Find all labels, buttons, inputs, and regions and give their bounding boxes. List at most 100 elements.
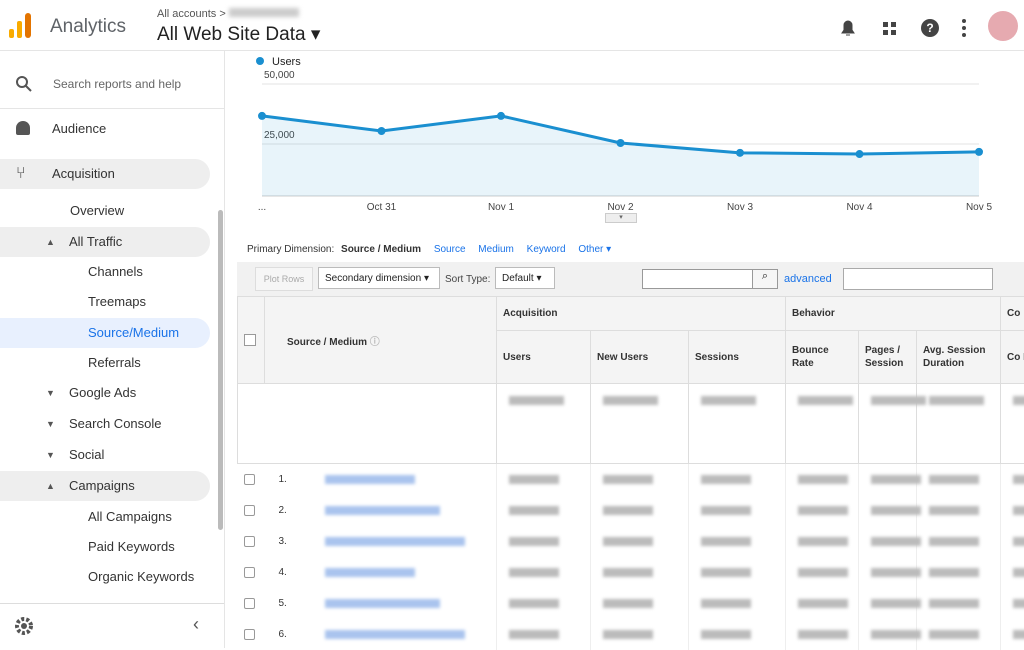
blurred-link (325, 568, 415, 577)
settings-icon[interactable] (14, 616, 34, 636)
notifications-icon[interactable] (842, 21, 854, 35)
header-cell[interactable]: New Users (591, 331, 689, 384)
nav-label: Overview (70, 196, 124, 226)
checkbox (244, 567, 255, 578)
dimension-option[interactable]: Keyword (527, 244, 566, 255)
total-cell (591, 384, 689, 464)
nav-item[interactable]: Source/Medium (0, 318, 210, 348)
dimension-option[interactable]: Source / Medium (341, 244, 421, 255)
metric-cell (859, 619, 917, 650)
expand-arrow: ▲ (46, 471, 55, 501)
metric-cell (591, 619, 689, 650)
nav-item[interactable]: Audience (0, 114, 210, 144)
metric-cell (859, 526, 917, 557)
blurred-value (603, 630, 653, 639)
row-checkbox[interactable] (238, 526, 265, 557)
blurred-value (929, 630, 979, 639)
blurred-value (701, 475, 751, 484)
secondary-dimension-dropdown[interactable]: Secondary dimension ▾ (318, 267, 440, 289)
header-cell[interactable]: Co R (1001, 331, 1024, 384)
blurred-value (701, 537, 751, 546)
property-selector[interactable]: All Web Site Data ▾ (157, 23, 320, 46)
header-cell[interactable]: Avg. Session Duration (917, 331, 1001, 384)
chart-toggle[interactable]: ▾ (605, 213, 637, 223)
nav-item[interactable]: ▼ Google Ads (0, 378, 210, 408)
nav-label: Google Ads (69, 378, 136, 408)
nav-item[interactable]: Referrals (0, 348, 210, 378)
row-checkbox[interactable] (238, 557, 265, 588)
point (258, 112, 266, 120)
header-cell[interactable]: Bounce Rate (786, 331, 859, 384)
column-header: Source / Medium (287, 337, 367, 348)
header-cell[interactable]: Pages / Session (859, 331, 917, 384)
collapse-button[interactable]: ‹ (193, 614, 199, 635)
blurred-value (701, 599, 751, 608)
column-header: Avg. Session Duration (923, 345, 985, 369)
expand-arrow: ▼ (46, 378, 55, 408)
select-all[interactable] (238, 297, 265, 384)
blurred-value (509, 506, 559, 515)
blurred-value (798, 475, 848, 484)
breadcrumb[interactable]: All accounts > (157, 8, 299, 20)
table-row: 1. (238, 464, 1024, 495)
expand-arrow: ▼ (46, 440, 55, 470)
metric-cell (689, 495, 786, 526)
nav-item[interactable]: ⑂Acquisition (0, 159, 210, 189)
total-cell (859, 384, 917, 464)
nav-item[interactable]: Overview (0, 196, 210, 226)
legend-label: Users (272, 56, 301, 68)
search-button[interactable]: ⌕ (752, 269, 778, 289)
nav-item[interactable]: Treemaps (0, 287, 210, 317)
dimension-option[interactable]: Source (434, 244, 466, 255)
header-cell[interactable]: Source / Medium ⓘ (265, 297, 497, 384)
nav-item[interactable]: ▼Social (0, 440, 210, 470)
blurred-value (603, 599, 653, 608)
blurred-value (798, 396, 853, 405)
nav-item[interactable]: ▼Search Console (0, 409, 210, 439)
row-checkbox[interactable] (238, 619, 265, 650)
row-checkbox[interactable] (238, 495, 265, 526)
metric-cell (497, 588, 591, 619)
report-table: Source / Medium ⓘ Acquisition Behavior C… (237, 296, 1024, 650)
nav-item[interactable]: All Campaigns (0, 502, 210, 532)
plot-rows-button[interactable]: Plot Rows (255, 267, 313, 291)
header-cell[interactable]: Sessions (689, 331, 786, 384)
metric-cell (786, 588, 859, 619)
row-number: 4. (279, 567, 287, 578)
x-tick-label: Nov 2 (607, 202, 634, 213)
dimension-option-text: Other (578, 244, 603, 255)
checkbox (244, 505, 255, 516)
blurred-value (871, 506, 921, 515)
apps-icon[interactable] (883, 22, 896, 35)
nav-item[interactable]: Paid Keywords (0, 532, 210, 562)
dimension-option[interactable]: Other ▾ (578, 244, 611, 255)
column-header: Pages / Session (865, 345, 903, 369)
metric-cell (859, 495, 917, 526)
checkbox (244, 598, 255, 609)
view-toggle[interactable] (843, 268, 993, 290)
area (262, 116, 979, 196)
metric-cell (497, 557, 591, 588)
avatar[interactable] (988, 11, 1018, 41)
dimension-option[interactable]: Medium (478, 244, 514, 255)
more-icon[interactable] (962, 19, 966, 37)
nav-label: Source/Medium (88, 318, 179, 348)
nav-item[interactable]: Organic Keywords (0, 562, 210, 592)
header-cell[interactable]: Users (497, 331, 591, 384)
advanced-link[interactable]: advanced (784, 273, 832, 285)
search-input[interactable] (642, 269, 754, 289)
dimension-cell: 2. (265, 495, 497, 526)
nav-item[interactable]: Channels (0, 257, 210, 287)
metric-cell (1001, 464, 1024, 495)
column-header: Users (503, 352, 531, 363)
blurred-value (929, 396, 984, 405)
search-box[interactable]: Search reports and help (53, 77, 181, 91)
row-checkbox[interactable] (238, 588, 265, 619)
total-cell (1001, 384, 1024, 464)
metric-cell (917, 557, 1001, 588)
row-checkbox[interactable] (238, 464, 265, 495)
point (975, 148, 983, 156)
nav-item[interactable]: ▲Campaigns (0, 471, 210, 501)
nav-item[interactable]: ▲All Traffic (0, 227, 210, 257)
sort-type-dropdown[interactable]: Default ▾ (495, 267, 555, 289)
